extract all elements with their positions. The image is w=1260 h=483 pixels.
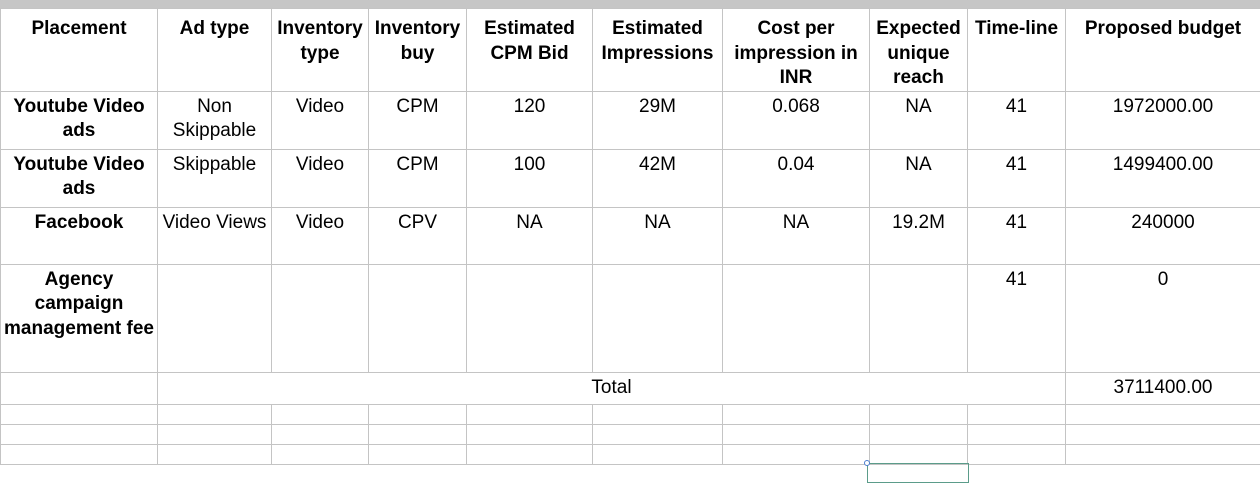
empty-row	[1, 424, 1260, 444]
cell-cpm-bid[interactable]: 120	[467, 91, 593, 149]
header-cell-inventory-type[interactable]: Inventory type	[272, 9, 369, 92]
empty-cell[interactable]	[158, 404, 272, 424]
empty-cell[interactable]	[870, 444, 968, 464]
empty-cell[interactable]	[968, 424, 1066, 444]
cell-inventory-type[interactable]: Video	[272, 91, 369, 149]
empty-row	[1, 404, 1260, 424]
selection-handle[interactable]	[864, 460, 870, 466]
empty-cell[interactable]	[870, 404, 968, 424]
empty-cell[interactable]	[467, 444, 593, 464]
empty-cell[interactable]	[272, 444, 369, 464]
empty-cell[interactable]	[272, 424, 369, 444]
header-cell-timeline[interactable]: Time-line	[968, 9, 1066, 92]
empty-cell[interactable]	[467, 424, 593, 444]
cell-cost-per-impression[interactable]: 0.04	[723, 149, 870, 207]
spreadsheet-top-bar	[0, 0, 1260, 8]
empty-cell[interactable]	[369, 444, 467, 464]
total-row: Total 3711400.00	[1, 372, 1260, 404]
cell-cost-per-impression[interactable]	[723, 264, 870, 372]
empty-cell[interactable]	[870, 424, 968, 444]
empty-cell[interactable]	[593, 424, 723, 444]
cell-unique-reach[interactable]: NA	[870, 91, 968, 149]
cell-timeline[interactable]: 41	[968, 264, 1066, 372]
cell-placement[interactable]: Agency campaign management fee	[1, 264, 158, 372]
empty-cell[interactable]	[723, 404, 870, 424]
empty-cell[interactable]	[1, 372, 158, 404]
empty-cell[interactable]	[1, 404, 158, 424]
cell-ad-type[interactable]: Skippable	[158, 149, 272, 207]
empty-cell[interactable]	[1, 444, 158, 464]
empty-cell[interactable]	[272, 404, 369, 424]
cell-ad-type[interactable]: Video Views	[158, 207, 272, 264]
table-row: Youtube Video ads Non Skippable Video CP…	[1, 91, 1260, 149]
empty-cell[interactable]	[593, 444, 723, 464]
cell-impressions[interactable]: 42M	[593, 149, 723, 207]
empty-cell[interactable]	[158, 424, 272, 444]
empty-cell[interactable]	[1066, 404, 1260, 424]
header-cell-inventory-buy[interactable]: Inventory buy	[369, 9, 467, 92]
table-row: Agency campaign management fee 41 0	[1, 264, 1260, 372]
cell-cpm-bid[interactable]: NA	[467, 207, 593, 264]
cell-inventory-buy[interactable]	[369, 264, 467, 372]
empty-cell[interactable]	[369, 404, 467, 424]
cell-inventory-buy[interactable]: CPM	[369, 91, 467, 149]
cell-proposed-budget[interactable]: 0	[1066, 264, 1260, 372]
empty-cell[interactable]	[723, 444, 870, 464]
budget-table: Placement Ad type Inventory type Invento…	[0, 8, 1260, 465]
header-cell-proposed-budget[interactable]: Proposed budget	[1066, 9, 1260, 92]
cell-cost-per-impression[interactable]: 0.068	[723, 91, 870, 149]
cell-unique-reach[interactable]	[870, 264, 968, 372]
cell-impressions[interactable]: NA	[593, 207, 723, 264]
cell-timeline[interactable]: 41	[968, 91, 1066, 149]
selected-cell-outline[interactable]	[867, 463, 969, 483]
empty-cell[interactable]	[158, 444, 272, 464]
header-cell-impressions[interactable]: Estimated Impressions	[593, 9, 723, 92]
cell-placement[interactable]: Youtube Video ads	[1, 149, 158, 207]
empty-cell[interactable]	[369, 424, 467, 444]
cell-ad-type[interactable]: Non Skippable	[158, 91, 272, 149]
empty-cell[interactable]	[593, 404, 723, 424]
total-label[interactable]: Total	[158, 372, 1066, 404]
cell-timeline[interactable]: 41	[968, 207, 1066, 264]
table-row: Youtube Video ads Skippable Video CPM 10…	[1, 149, 1260, 207]
cell-proposed-budget[interactable]: 1499400.00	[1066, 149, 1260, 207]
cell-proposed-budget[interactable]: 1972000.00	[1066, 91, 1260, 149]
header-cell-cpm-bid[interactable]: Estimated CPM Bid	[467, 9, 593, 92]
empty-cell[interactable]	[1066, 424, 1260, 444]
cell-proposed-budget[interactable]: 240000	[1066, 207, 1260, 264]
empty-cell[interactable]	[968, 404, 1066, 424]
empty-cell[interactable]	[723, 424, 870, 444]
header-row: Placement Ad type Inventory type Invento…	[1, 9, 1260, 92]
cell-inventory-type[interactable]	[272, 264, 369, 372]
cell-impressions[interactable]	[593, 264, 723, 372]
empty-cell[interactable]	[1066, 444, 1260, 464]
header-cell-ad-type[interactable]: Ad type	[158, 9, 272, 92]
empty-row	[1, 444, 1260, 464]
cell-inventory-type[interactable]: Video	[272, 207, 369, 264]
cell-placement[interactable]: Youtube Video ads	[1, 91, 158, 149]
empty-cell[interactable]	[1, 424, 158, 444]
cell-placement[interactable]: Facebook	[1, 207, 158, 264]
cell-cpm-bid[interactable]: 100	[467, 149, 593, 207]
header-cell-unique-reach[interactable]: Expected unique reach	[870, 9, 968, 92]
header-cell-placement[interactable]: Placement	[1, 9, 158, 92]
total-value[interactable]: 3711400.00	[1066, 372, 1260, 404]
cell-timeline[interactable]: 41	[968, 149, 1066, 207]
table-row: Facebook Video Views Video CPV NA NA NA …	[1, 207, 1260, 264]
cell-ad-type[interactable]	[158, 264, 272, 372]
cell-impressions[interactable]: 29M	[593, 91, 723, 149]
empty-cell[interactable]	[467, 404, 593, 424]
cell-cpm-bid[interactable]	[467, 264, 593, 372]
empty-cell[interactable]	[968, 444, 1066, 464]
cell-inventory-buy[interactable]: CPM	[369, 149, 467, 207]
cell-inventory-type[interactable]: Video	[272, 149, 369, 207]
cell-unique-reach[interactable]: 19.2M	[870, 207, 968, 264]
header-cell-cost-per-impression[interactable]: Cost per impression in INR	[723, 9, 870, 92]
cell-unique-reach[interactable]: NA	[870, 149, 968, 207]
cell-cost-per-impression[interactable]: NA	[723, 207, 870, 264]
cell-inventory-buy[interactable]: CPV	[369, 207, 467, 264]
